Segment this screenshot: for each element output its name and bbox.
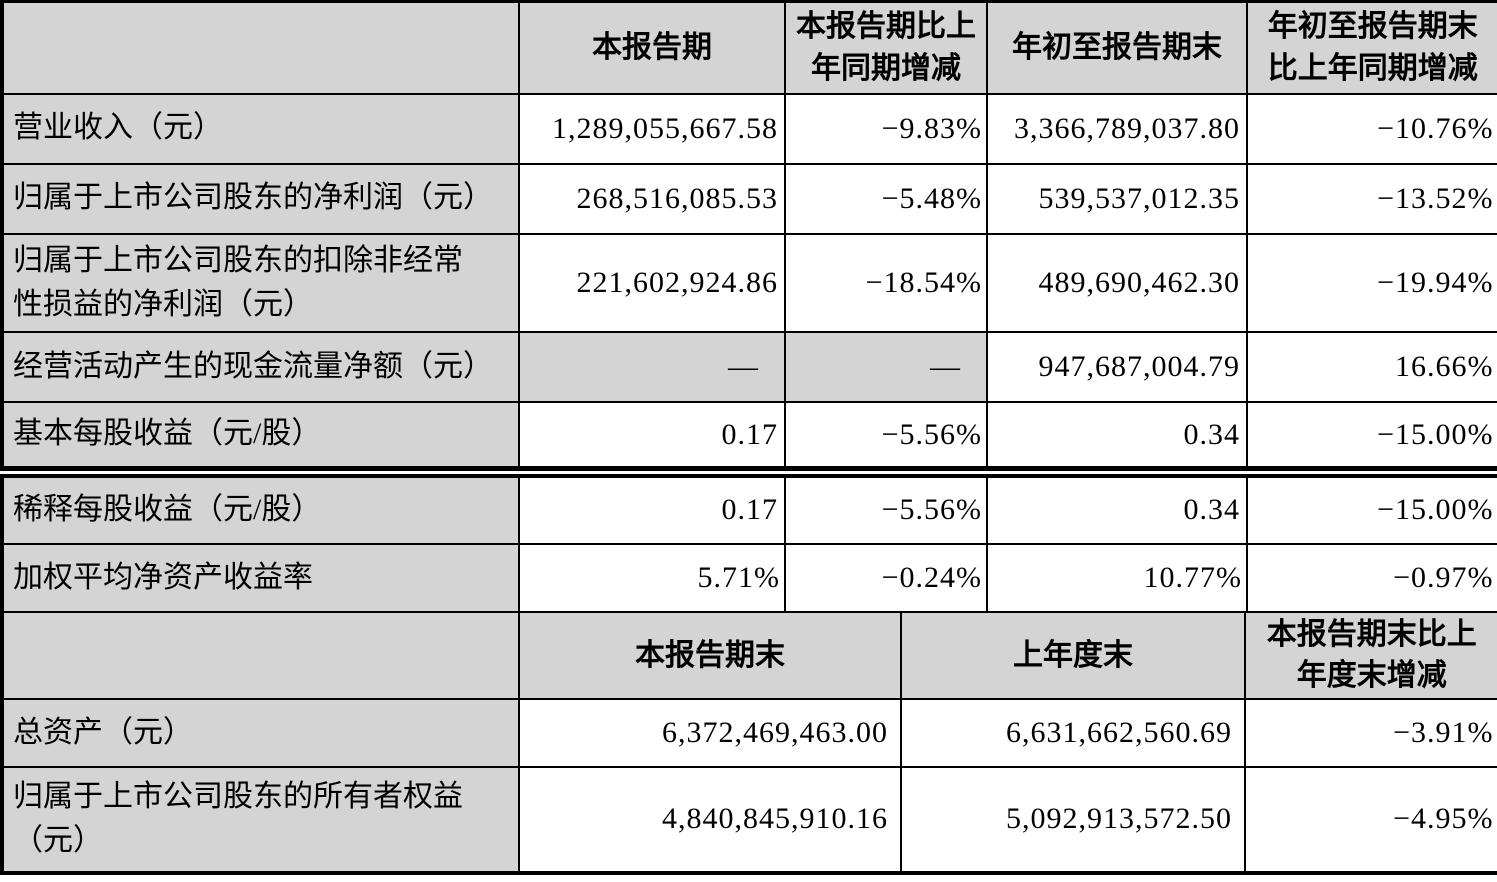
cell-current-period: 1,289,055,667.58 — [518, 92, 786, 165]
cell-end-of-prior-year: 6,631,662,560.69 — [900, 697, 1246, 768]
row-label: 加权平均净资产收益率 — [1, 542, 520, 613]
header-blank — [1, 0, 520, 95]
table-header-row: 本报告期末 上年度末 本报告期末比上年度末增减 — [1, 612, 1497, 700]
cell-ytd: 0.34 — [986, 401, 1248, 470]
cell-current-period-na: — — [518, 331, 786, 404]
cell-current-period: 268,516,085.53 — [518, 162, 786, 235]
cell-end-of-prior-year: 5,092,913,572.50 — [900, 765, 1246, 874]
position-financials-table: 本报告期末 上年度末 本报告期末比上年度末增减 总资产（元） 6,372,469… — [0, 612, 1497, 875]
cell-current-vs-prior: −9.83% — [784, 92, 988, 165]
cell-ytd-vs-prior: −13.52% — [1246, 162, 1497, 235]
cell-ytd: 10.77% — [986, 542, 1248, 613]
cell-ytd-vs-prior: −10.76% — [1246, 92, 1497, 165]
cell-ytd: 489,690,462.30 — [986, 232, 1248, 334]
page-split-divider — [0, 470, 1497, 474]
header-end-of-period: 本报告期末 — [518, 612, 902, 700]
row-label: 基本每股收益（元/股） — [1, 401, 520, 470]
table-row-total-assets: 总资产（元） 6,372,469,463.00 6,631,662,560.69… — [1, 697, 1497, 768]
header-current-vs-prior-year: 本报告期比上年同期增减 — [784, 0, 988, 95]
cell-ytd: 3,366,789,037.80 — [986, 92, 1248, 165]
table-row-diluted-eps: 稀释每股收益（元/股） 0.17 −5.56% 0.34 −15.00% — [1, 474, 1497, 545]
header-blank — [1, 612, 520, 700]
table-row-net-profit-excl-nonrecurring: 归属于上市公司股东的扣除非经常性损益的净利润（元） 221,602,924.86… — [1, 232, 1497, 334]
table-row-weighted-avg-roe: 加权平均净资产收益率 5.71% −0.24% 10.77% −0.97% — [1, 542, 1497, 613]
cell-ytd-vs-prior: −15.00% — [1246, 474, 1497, 545]
cell-current-period: 0.17 — [518, 474, 786, 545]
cell-ytd-vs-prior: 16.66% — [1246, 331, 1497, 404]
cell-current-vs-prior: −5.48% — [784, 162, 988, 235]
row-label: 稀释每股收益（元/股） — [1, 474, 520, 545]
cell-current-period: 5.71% — [518, 542, 786, 613]
header-current-period: 本报告期 — [518, 0, 786, 95]
cell-current-vs-prior: −5.56% — [784, 474, 988, 545]
row-label: 经营活动产生的现金流量净额（元） — [1, 331, 520, 404]
cell-current-period: 221,602,924.86 — [518, 232, 786, 334]
header-ytd: 年初至报告期末 — [986, 0, 1248, 95]
row-label: 归属于上市公司股东的所有者权益（元） — [1, 765, 520, 874]
cell-current-vs-prior: −5.56% — [784, 401, 988, 470]
cell-ytd-vs-prior: −19.94% — [1246, 232, 1497, 334]
header-end-of-prior-year: 上年度末 — [900, 612, 1246, 700]
row-label: 总资产（元） — [1, 697, 520, 768]
table-row-basic-eps: 基本每股收益（元/股） 0.17 −5.56% 0.34 −15.00% — [1, 401, 1497, 470]
cell-ytd: 0.34 — [986, 474, 1248, 545]
header-ytd-vs-prior-year: 年初至报告期末比上年同期增减 — [1246, 0, 1497, 95]
period-financials-table: 本报告期 本报告期比上年同期增减 年初至报告期末 年初至报告期末比上年同期增减 … — [0, 0, 1497, 471]
table-row-equity-attributable: 归属于上市公司股东的所有者权益（元） 4,840,845,910.16 5,09… — [1, 765, 1497, 874]
row-label: 归属于上市公司股东的扣除非经常性损益的净利润（元） — [1, 232, 520, 334]
cell-change: −4.95% — [1244, 765, 1497, 874]
header-change-vs-prior-year-end: 本报告期末比上年度末增减 — [1244, 612, 1497, 700]
cell-ytd-vs-prior: −15.00% — [1246, 401, 1497, 470]
period-financials-table-continued: 稀释每股收益（元/股） 0.17 −5.56% 0.34 −15.00% 加权平… — [0, 473, 1497, 613]
cell-ytd: 947,687,004.79 — [986, 331, 1248, 404]
table-row-net-profit: 归属于上市公司股东的净利润（元） 268,516,085.53 −5.48% 5… — [1, 162, 1497, 235]
cell-change: −3.91% — [1244, 697, 1497, 768]
table-row-revenue: 营业收入（元） 1,289,055,667.58 −9.83% 3,366,78… — [1, 92, 1497, 165]
table-header-row: 本报告期 本报告期比上年同期增减 年初至报告期末 年初至报告期末比上年同期增减 — [1, 0, 1497, 95]
cell-ytd-vs-prior: −0.97% — [1246, 542, 1497, 613]
cell-current-vs-prior: −0.24% — [784, 542, 988, 613]
row-label: 营业收入（元） — [1, 92, 520, 165]
cell-end-of-period: 6,372,469,463.00 — [518, 697, 902, 768]
row-label: 归属于上市公司股东的净利润（元） — [1, 162, 520, 235]
cell-current-vs-prior-na: — — [784, 331, 988, 404]
cell-current-period: 0.17 — [518, 401, 786, 470]
table-row-operating-cash-flow: 经营活动产生的现金流量净额（元） — — 947,687,004.79 16.6… — [1, 331, 1497, 404]
cell-current-vs-prior: −18.54% — [784, 232, 988, 334]
cell-end-of-period: 4,840,845,910.16 — [518, 765, 902, 874]
cell-ytd: 539,537,012.35 — [986, 162, 1248, 235]
